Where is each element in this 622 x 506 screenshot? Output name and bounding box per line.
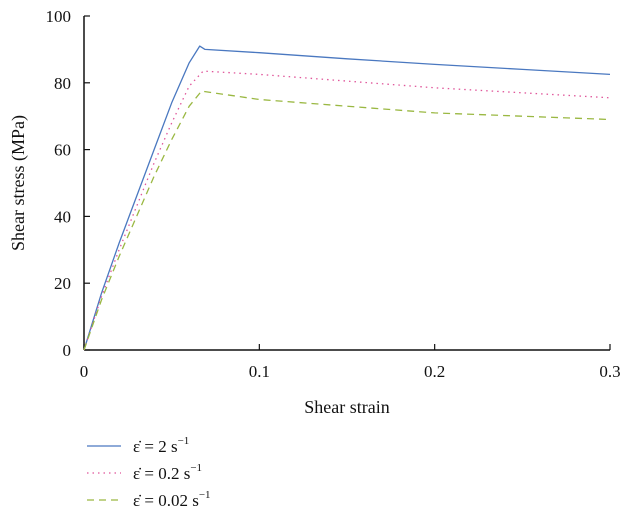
y-ticks: 0 20 40 60 80 100: [46, 7, 90, 360]
x-axis-title: Shear strain: [304, 397, 389, 417]
series-line-2: [83, 90, 611, 351]
y-axis-title: Shear stress (MPa): [8, 115, 29, 251]
y-tick-label: 20: [54, 274, 71, 293]
axes: [83, 16, 610, 351]
legend-label-2: ε̇ = 0.02 s−1: [133, 489, 211, 506]
legend-label-1: ε̇ = 0.2 s−1: [133, 462, 202, 483]
y-tick-label: 40: [54, 207, 71, 226]
x-ticks: 0 0.1 0.2 0.3: [80, 344, 621, 381]
y-tick-label: 100: [46, 7, 72, 26]
legend: ε̇ = 2 s−1 ε̇ = 0.2 s−1 ε̇ = 0.02 s−1: [87, 435, 211, 506]
x-tick-label: 0.3: [599, 362, 620, 381]
legend-label-0: ε̇ = 2 s−1: [133, 435, 189, 456]
series-group: [83, 45, 611, 351]
series-line-0: [83, 45, 611, 351]
y-tick-label: 60: [54, 141, 71, 160]
series-line-1: [83, 70, 611, 351]
x-tick-label: 0.2: [424, 362, 445, 381]
y-tick-label: 0: [63, 341, 72, 360]
y-tick-label: 80: [54, 74, 71, 93]
x-tick-label: 0: [80, 362, 89, 381]
x-tick-label: 0.1: [249, 362, 270, 381]
